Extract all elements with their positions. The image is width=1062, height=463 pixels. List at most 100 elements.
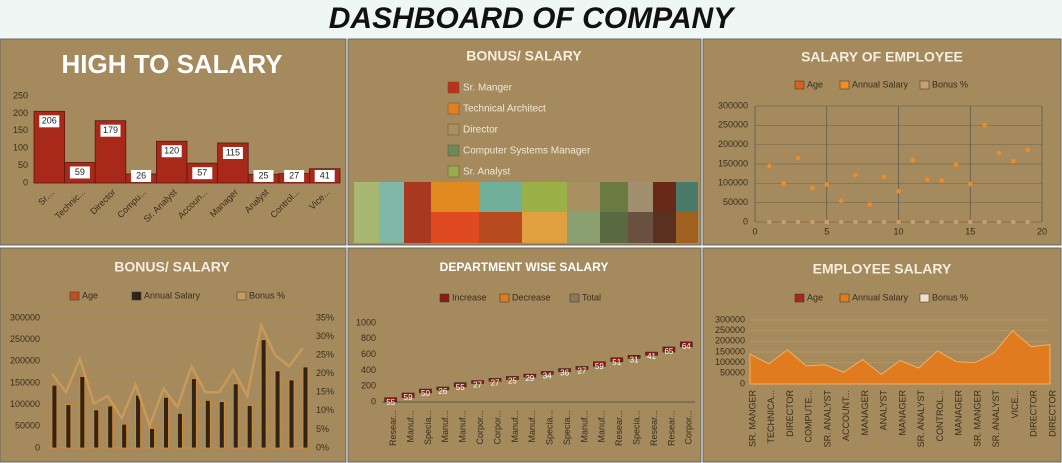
y-tick-label: 0: [743, 216, 748, 226]
heat-cell: [354, 182, 379, 212]
heat-cell: [379, 182, 404, 212]
point: [867, 219, 873, 225]
label-box: [222, 146, 243, 159]
bar: [65, 404, 72, 449]
heat-cell: [653, 182, 676, 212]
x-tick-label: Resear...: [666, 410, 676, 446]
point: [1025, 147, 1030, 152]
bar: [79, 376, 86, 449]
y-tick-label: 200000: [718, 139, 748, 149]
label-box: [161, 145, 182, 158]
y-tick-label: 200000: [10, 356, 40, 366]
legend-swatch: [447, 144, 460, 157]
point: [824, 182, 830, 187]
bar: [523, 373, 537, 378]
point: [982, 123, 987, 128]
panel-title: HIGH TO SALARY: [61, 49, 282, 79]
data-label: 59: [75, 167, 85, 177]
x-tick-label: ANALYST: [879, 390, 889, 431]
heat-cell: [522, 182, 567, 212]
x-tick-label: DIRECTOR: [785, 390, 795, 437]
data-label: 65: [664, 347, 673, 356]
point: [767, 163, 772, 169]
point: [853, 172, 858, 178]
legend-swatch: [569, 293, 580, 303]
x-tick-label: SR. ANALYST: [916, 390, 926, 448]
point: [996, 150, 1002, 156]
point: [967, 219, 973, 225]
legend-label: Annual Salary: [852, 79, 909, 89]
data-label: 179: [103, 125, 118, 135]
x-tick-label: Specia...: [632, 410, 642, 445]
heat-cell: [431, 212, 479, 243]
y-tick-label: 50: [18, 160, 28, 170]
line: [50, 321, 305, 430]
y-tick-label: 0: [371, 396, 376, 406]
bar: [645, 351, 658, 356]
data-label: 41: [647, 352, 656, 361]
bar: [51, 384, 58, 449]
heat-cell: [676, 182, 698, 212]
y-tick-label: 50000: [720, 368, 745, 378]
x-tick-label: MANAGER: [954, 390, 964, 436]
x-tick-label: ACCOUNT...: [841, 390, 851, 441]
legend-swatch: [794, 293, 805, 303]
point: [824, 219, 830, 225]
data-label: 29: [525, 374, 534, 383]
bar: [540, 371, 554, 375]
point: [896, 219, 901, 225]
legend-swatch: [236, 291, 247, 301]
bar: [218, 401, 225, 449]
data-label: 25: [258, 170, 268, 180]
data-label: 27: [473, 381, 482, 390]
point: [996, 219, 1002, 225]
x-tick-label: Manuf...: [440, 410, 450, 443]
point: [910, 157, 916, 163]
x-tick-label: 0: [752, 226, 757, 236]
bar: [627, 355, 641, 359]
y-tick-label: 5%: [316, 424, 329, 434]
y-tick-label: 250000: [715, 325, 745, 335]
y-tick-label: 50000: [15, 421, 40, 431]
point: [781, 219, 786, 225]
data-label: 27: [289, 170, 299, 180]
y-tick-label: 15%: [316, 387, 334, 397]
y-tick-label: 100000: [718, 178, 748, 188]
point: [881, 174, 887, 180]
bar: [149, 428, 155, 449]
bar: [177, 412, 183, 449]
y-tick-label: 200: [13, 108, 28, 118]
heat-cell: [600, 182, 628, 212]
x-tick-label: Resear...: [388, 410, 398, 446]
label-box: [131, 170, 152, 182]
y-tick-label: 0: [35, 442, 40, 452]
bar: [121, 423, 127, 449]
panel: [702, 247, 1062, 463]
heat-cell: [479, 182, 522, 212]
point: [881, 219, 887, 225]
x-tick-label: COMPUTE...: [804, 390, 814, 443]
data-label: 115: [226, 147, 240, 157]
legend-label: Age: [807, 292, 823, 302]
legend-swatch: [131, 291, 142, 301]
legend-swatch: [447, 123, 460, 136]
point: [967, 181, 973, 187]
bar: [401, 392, 415, 398]
y-tick-label: 50000: [723, 197, 748, 207]
point: [982, 219, 987, 225]
heat-cell: [404, 212, 431, 243]
heat-cell: [479, 212, 522, 243]
y-tick-label: 250000: [10, 334, 40, 344]
y-tick-label: 250: [13, 90, 28, 100]
point: [1025, 219, 1030, 225]
bar: [558, 368, 571, 372]
heat-cell: [676, 212, 698, 243]
data-label: 64: [682, 342, 691, 351]
y-tick-label: 200: [361, 381, 376, 391]
x-tick-label: MANAGER: [860, 390, 870, 436]
y-tick-label: 10%: [316, 405, 334, 415]
point: [810, 219, 815, 225]
point: [896, 188, 901, 194]
title-band: [0, 0, 1062, 38]
legend-label: Computer Systems Manager: [463, 146, 591, 157]
